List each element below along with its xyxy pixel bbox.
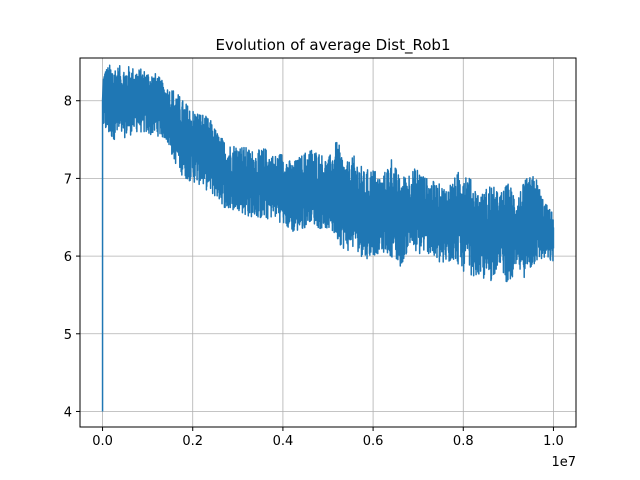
x-tick-label: 1.0 [543,434,564,449]
y-tick-label: 4 [64,405,72,420]
y-tick-label: 5 [64,328,72,343]
x-axis-offset-label: 1e7 [551,455,576,470]
x-tick-label: 0.8 [453,434,474,449]
plot-frame [79,57,577,428]
y-tick-label: 8 [64,95,72,110]
y-tick-label: 6 [64,250,72,265]
y-tick-label: 7 [64,172,72,187]
series-line [101,64,555,412]
chart-title: Evolution of average Dist_Rob1 [215,36,450,55]
x-tick-label: 0.2 [182,434,203,449]
x-tick-label: 0.6 [363,434,384,449]
x-tick-label: 0.4 [273,434,294,449]
x-tick-label: 0.0 [92,434,113,449]
